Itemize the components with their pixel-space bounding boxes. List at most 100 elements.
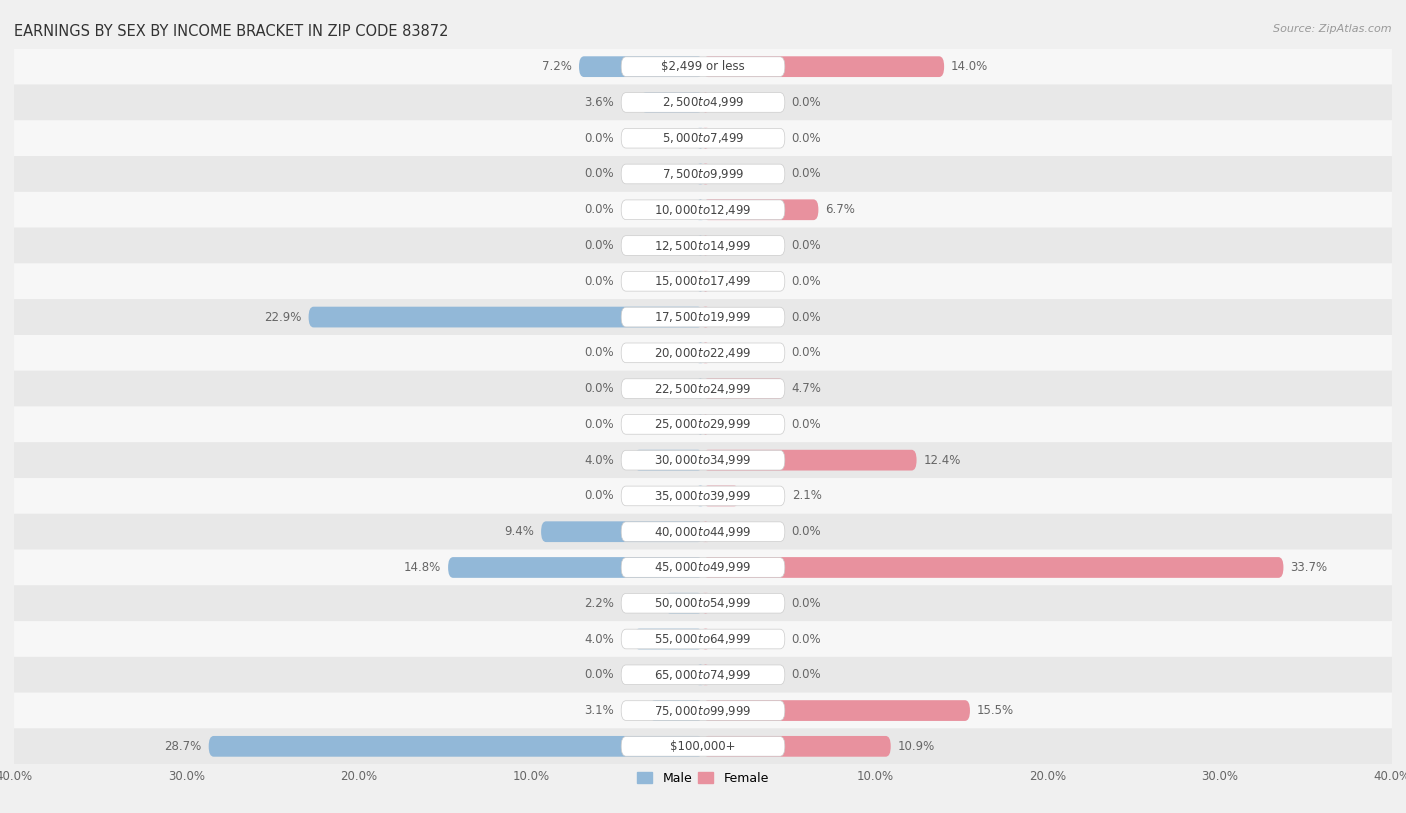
Text: 10.9%: 10.9%: [897, 740, 935, 753]
Text: $2,500 to $4,999: $2,500 to $4,999: [662, 95, 744, 110]
FancyBboxPatch shape: [14, 657, 1392, 693]
FancyBboxPatch shape: [703, 557, 1284, 578]
FancyBboxPatch shape: [697, 271, 703, 292]
Text: 0.0%: 0.0%: [585, 167, 614, 180]
Text: 7.2%: 7.2%: [543, 60, 572, 73]
FancyBboxPatch shape: [14, 335, 1392, 371]
FancyBboxPatch shape: [14, 621, 1392, 657]
FancyBboxPatch shape: [621, 128, 785, 148]
Text: 0.0%: 0.0%: [792, 275, 821, 288]
Text: 0.0%: 0.0%: [792, 633, 821, 646]
FancyBboxPatch shape: [621, 665, 785, 685]
FancyBboxPatch shape: [14, 120, 1392, 156]
Text: 9.4%: 9.4%: [505, 525, 534, 538]
Text: 22.9%: 22.9%: [264, 311, 302, 324]
FancyBboxPatch shape: [703, 128, 709, 149]
FancyBboxPatch shape: [621, 593, 785, 613]
FancyBboxPatch shape: [621, 486, 785, 506]
Text: 28.7%: 28.7%: [165, 740, 202, 753]
Text: 4.0%: 4.0%: [585, 454, 614, 467]
Text: 0.0%: 0.0%: [792, 132, 821, 145]
FancyBboxPatch shape: [697, 128, 703, 149]
FancyBboxPatch shape: [14, 192, 1392, 228]
Text: 14.0%: 14.0%: [950, 60, 988, 73]
Text: EARNINGS BY SEX BY INCOME BRACKET IN ZIP CODE 83872: EARNINGS BY SEX BY INCOME BRACKET IN ZIP…: [14, 24, 449, 39]
FancyBboxPatch shape: [703, 342, 709, 363]
FancyBboxPatch shape: [665, 593, 703, 614]
FancyBboxPatch shape: [14, 85, 1392, 120]
FancyBboxPatch shape: [14, 371, 1392, 406]
FancyBboxPatch shape: [14, 299, 1392, 335]
Text: 3.6%: 3.6%: [585, 96, 614, 109]
FancyBboxPatch shape: [703, 736, 891, 757]
Text: $45,000 to $49,999: $45,000 to $49,999: [654, 560, 752, 575]
FancyBboxPatch shape: [621, 164, 785, 184]
Text: $100,000+: $100,000+: [671, 740, 735, 753]
FancyBboxPatch shape: [621, 272, 785, 291]
Text: 2.2%: 2.2%: [585, 597, 614, 610]
FancyBboxPatch shape: [621, 307, 785, 327]
Text: $2,499 or less: $2,499 or less: [661, 60, 745, 73]
FancyBboxPatch shape: [697, 163, 703, 185]
FancyBboxPatch shape: [703, 163, 709, 185]
Text: 2.1%: 2.1%: [792, 489, 821, 502]
FancyBboxPatch shape: [703, 235, 709, 256]
FancyBboxPatch shape: [703, 700, 970, 721]
FancyBboxPatch shape: [14, 156, 1392, 192]
FancyBboxPatch shape: [621, 379, 785, 398]
FancyBboxPatch shape: [697, 485, 703, 506]
Text: 0.0%: 0.0%: [585, 275, 614, 288]
FancyBboxPatch shape: [703, 485, 740, 506]
Text: 15.5%: 15.5%: [977, 704, 1014, 717]
FancyBboxPatch shape: [621, 450, 785, 470]
FancyBboxPatch shape: [14, 228, 1392, 263]
Text: Source: ZipAtlas.com: Source: ZipAtlas.com: [1274, 24, 1392, 34]
Text: 0.0%: 0.0%: [792, 597, 821, 610]
FancyBboxPatch shape: [541, 521, 703, 542]
FancyBboxPatch shape: [621, 343, 785, 363]
FancyBboxPatch shape: [697, 414, 703, 435]
FancyBboxPatch shape: [703, 521, 709, 542]
Text: 0.0%: 0.0%: [792, 167, 821, 180]
Text: $12,500 to $14,999: $12,500 to $14,999: [654, 238, 752, 253]
FancyBboxPatch shape: [703, 271, 709, 292]
FancyBboxPatch shape: [14, 442, 1392, 478]
Text: $25,000 to $29,999: $25,000 to $29,999: [654, 417, 752, 432]
Text: 0.0%: 0.0%: [585, 382, 614, 395]
FancyBboxPatch shape: [14, 406, 1392, 442]
Text: 0.0%: 0.0%: [792, 525, 821, 538]
FancyBboxPatch shape: [697, 342, 703, 363]
Text: $50,000 to $54,999: $50,000 to $54,999: [654, 596, 752, 611]
FancyBboxPatch shape: [621, 629, 785, 649]
Text: 0.0%: 0.0%: [792, 668, 821, 681]
Text: 14.8%: 14.8%: [404, 561, 441, 574]
Text: 3.1%: 3.1%: [585, 704, 614, 717]
Text: 4.0%: 4.0%: [585, 633, 614, 646]
FancyBboxPatch shape: [14, 728, 1392, 764]
FancyBboxPatch shape: [621, 236, 785, 255]
Text: 12.4%: 12.4%: [924, 454, 960, 467]
Text: $10,000 to $12,499: $10,000 to $12,499: [654, 202, 752, 217]
FancyBboxPatch shape: [703, 307, 709, 328]
Text: $17,500 to $19,999: $17,500 to $19,999: [654, 310, 752, 324]
FancyBboxPatch shape: [308, 307, 703, 328]
Text: 0.0%: 0.0%: [792, 346, 821, 359]
FancyBboxPatch shape: [634, 450, 703, 471]
FancyBboxPatch shape: [703, 92, 709, 113]
Text: 0.0%: 0.0%: [585, 418, 614, 431]
Text: $5,000 to $7,499: $5,000 to $7,499: [662, 131, 744, 146]
FancyBboxPatch shape: [703, 199, 818, 220]
Text: 0.0%: 0.0%: [585, 132, 614, 145]
FancyBboxPatch shape: [703, 414, 709, 435]
Text: $15,000 to $17,499: $15,000 to $17,499: [654, 274, 752, 289]
Text: 4.7%: 4.7%: [792, 382, 821, 395]
Text: 6.7%: 6.7%: [825, 203, 855, 216]
FancyBboxPatch shape: [621, 57, 785, 76]
Text: $40,000 to $44,999: $40,000 to $44,999: [654, 524, 752, 539]
Text: $65,000 to $74,999: $65,000 to $74,999: [654, 667, 752, 682]
FancyBboxPatch shape: [703, 628, 709, 650]
FancyBboxPatch shape: [621, 522, 785, 541]
Text: 0.0%: 0.0%: [585, 489, 614, 502]
Text: $22,500 to $24,999: $22,500 to $24,999: [654, 381, 752, 396]
Text: 0.0%: 0.0%: [792, 418, 821, 431]
